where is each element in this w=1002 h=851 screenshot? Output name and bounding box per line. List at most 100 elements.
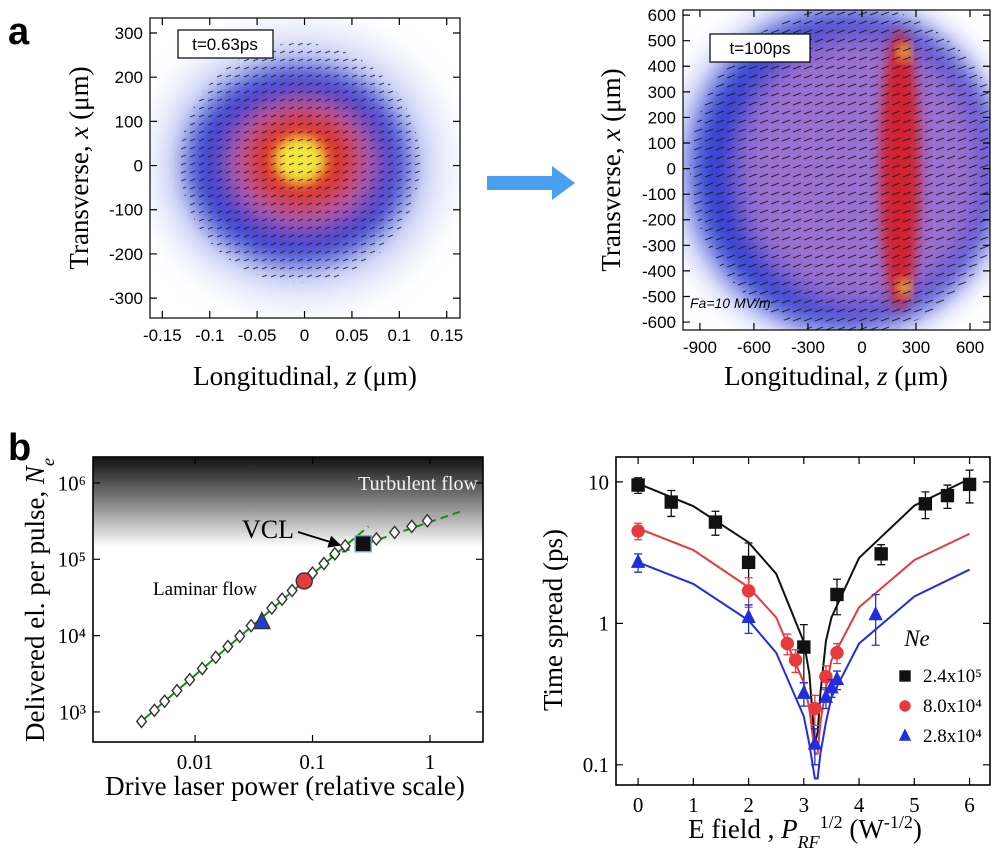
y-tick-label: -100 bbox=[109, 201, 143, 220]
arrow bbox=[487, 166, 575, 200]
panel-label: b bbox=[8, 427, 31, 469]
annotation: t=100ps bbox=[730, 39, 791, 58]
y-tick-label: 200 bbox=[115, 68, 143, 87]
plot-frame bbox=[92, 456, 484, 743]
y-tick-label: 100 bbox=[648, 134, 676, 153]
marker bbox=[222, 639, 234, 654]
marker bbox=[830, 587, 844, 602]
legend-marker bbox=[899, 670, 911, 682]
axis-title-part: (μm) bbox=[64, 66, 94, 126]
marker bbox=[780, 636, 794, 651]
legend-label: 2.4x10⁵ bbox=[923, 666, 982, 687]
x-tick-label: -0.05 bbox=[238, 326, 277, 345]
marker bbox=[940, 488, 955, 503]
x-tick-label: 6 bbox=[964, 793, 975, 817]
marker bbox=[148, 703, 161, 718]
annotation: Laminar flow bbox=[153, 579, 257, 600]
axis-title: Delivered el. per pulse, Ne bbox=[20, 458, 58, 742]
marker bbox=[406, 519, 418, 534]
marker bbox=[135, 714, 148, 729]
y-tick-label: 0 bbox=[134, 157, 143, 176]
axis-title-part: e bbox=[38, 458, 58, 466]
y-tick-label: -600 bbox=[642, 313, 676, 332]
marker bbox=[339, 538, 351, 553]
axis-title-part: z bbox=[876, 361, 888, 391]
marker bbox=[388, 525, 401, 540]
x-tick-label: 0 bbox=[633, 793, 644, 817]
axis-title-part: z bbox=[345, 361, 357, 391]
x-tick-label: 3 bbox=[799, 793, 810, 817]
marker bbox=[829, 670, 845, 686]
axis-title-part: E field , bbox=[688, 814, 781, 844]
y-tick-label: -500 bbox=[642, 287, 676, 306]
marker bbox=[918, 497, 933, 511]
marker bbox=[818, 688, 834, 703]
marker bbox=[830, 646, 844, 660]
x-tick-label: -0.1 bbox=[195, 326, 224, 345]
x-tick-label: -900 bbox=[683, 338, 717, 357]
axis-title-part: 1/2 bbox=[820, 812, 843, 832]
legend-marker bbox=[898, 728, 912, 741]
x-tick-label: 600 bbox=[956, 338, 984, 357]
axis-title-part: RF bbox=[797, 832, 821, 851]
axis-title-part: (W bbox=[843, 814, 885, 844]
y-tick-label: 400 bbox=[648, 57, 676, 76]
marker bbox=[868, 606, 883, 621]
marker bbox=[266, 600, 278, 616]
y-tick-label: 10⁶ bbox=[58, 471, 86, 495]
y-tick-label: 100 bbox=[115, 112, 143, 131]
axis-title: Longitudinal, z (μm) bbox=[724, 361, 948, 391]
y-tick-label: 300 bbox=[115, 24, 143, 43]
axis-title-part: -1/2 bbox=[884, 812, 913, 832]
x-tick-label: 0 bbox=[857, 338, 866, 357]
x-tick-label: 0.01 bbox=[177, 750, 214, 774]
axis-title-part: (μm) bbox=[888, 361, 948, 391]
y-tick-label: 300 bbox=[648, 83, 676, 102]
marker bbox=[370, 531, 383, 547]
y-tick-label: 10³ bbox=[59, 700, 86, 724]
y-tick-label: -400 bbox=[642, 262, 676, 281]
marker bbox=[819, 669, 833, 684]
legend-title: Ne bbox=[903, 626, 930, 651]
marker bbox=[631, 524, 645, 538]
axis-title-part: (μm) bbox=[596, 68, 626, 128]
axis-title-part: (μm) bbox=[357, 361, 417, 391]
marker bbox=[329, 546, 341, 561]
axis-title: E field , PRF1/2 (W-1/2) bbox=[688, 812, 922, 851]
marker bbox=[354, 535, 372, 553]
marker bbox=[252, 611, 271, 630]
x-tick-label: 4 bbox=[854, 793, 865, 817]
annotation: VCL bbox=[242, 515, 294, 544]
y-tick-label: -300 bbox=[109, 289, 143, 308]
axis-title-part: P bbox=[780, 814, 798, 844]
y-tick-label: -200 bbox=[109, 245, 143, 264]
x-tick-label: 0.05 bbox=[335, 326, 368, 345]
x-tick-label: 1 bbox=[425, 750, 436, 774]
axis-title: Transverse, x (μm) bbox=[596, 68, 626, 271]
marker bbox=[664, 495, 678, 509]
y-tick-label: 600 bbox=[648, 6, 676, 25]
y-tick-label: 500 bbox=[648, 32, 676, 51]
axis-title-part: x bbox=[596, 129, 626, 142]
annotation-arrow bbox=[297, 531, 342, 548]
y-tick-label: 10 bbox=[588, 470, 609, 494]
marker bbox=[286, 583, 298, 598]
axis-title-part: Longitudinal, bbox=[724, 361, 877, 391]
marker bbox=[631, 478, 645, 492]
x-tick-label: 2 bbox=[743, 793, 754, 817]
marker bbox=[210, 650, 222, 665]
marker bbox=[421, 513, 434, 528]
annotation: Fa=10 MV/m bbox=[690, 295, 771, 311]
density-map bbox=[150, 25, 450, 305]
x-tick-label: 0.1 bbox=[299, 750, 325, 774]
annotation-box bbox=[177, 29, 274, 59]
marker bbox=[184, 672, 196, 687]
y-tick-label: -200 bbox=[642, 211, 676, 230]
marker bbox=[788, 653, 803, 667]
axis-title: Time spread (ps) bbox=[538, 529, 568, 711]
axis-title-part: Longitudinal, bbox=[193, 361, 346, 391]
marker bbox=[962, 477, 977, 492]
marker bbox=[171, 683, 183, 698]
axis-title-part: x bbox=[64, 127, 94, 140]
